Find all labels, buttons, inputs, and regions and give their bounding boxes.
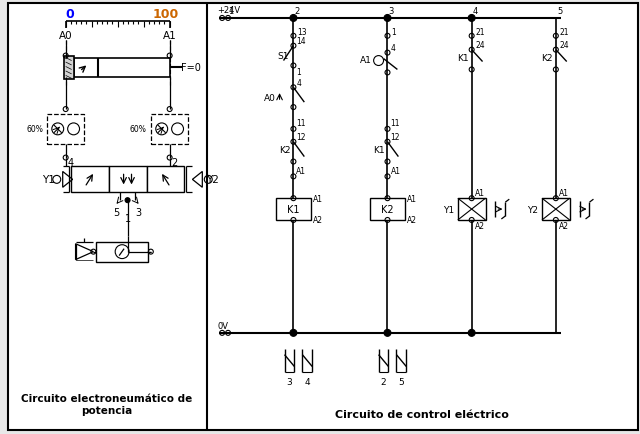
Text: Circuito electroneumático de
potencia: Circuito electroneumático de potencia [20,394,192,415]
Text: 21: 21 [560,28,570,37]
Bar [370,199,405,220]
Circle shape [290,330,297,336]
Text: A1: A1 [313,194,323,203]
Bar [70,167,109,193]
Bar [97,242,148,262]
Text: K1: K1 [287,204,300,214]
Text: 12: 12 [390,133,400,142]
Text: 0V: 0V [217,322,228,331]
Text: 4: 4 [473,7,478,16]
Bar [458,199,486,220]
Text: 11: 11 [296,119,306,128]
Text: A2: A2 [475,222,484,231]
Text: A2: A2 [407,216,417,225]
Text: 14: 14 [296,37,306,46]
Text: K2: K2 [381,204,394,214]
Text: 2: 2 [295,7,300,16]
Text: 5: 5 [557,7,563,16]
Bar [74,59,170,78]
Text: A0: A0 [264,93,276,102]
Text: A1: A1 [559,188,569,197]
Circle shape [384,16,391,23]
Text: A1: A1 [163,31,177,41]
Bar [47,115,84,145]
Text: A2: A2 [313,216,323,225]
Text: 60%: 60% [130,125,147,134]
Text: 24: 24 [560,41,570,50]
Circle shape [468,16,475,23]
Text: 4: 4 [68,157,74,167]
Text: 1: 1 [228,7,234,16]
Text: K1: K1 [373,146,385,155]
Text: +24V: +24V [217,6,240,14]
Text: A1: A1 [296,167,307,175]
Bar [542,199,570,220]
Text: 4: 4 [390,44,396,53]
Text: Y2: Y2 [206,175,219,185]
Text: 4: 4 [305,377,310,386]
Text: Y1: Y1 [42,175,55,185]
Text: 3: 3 [388,7,394,16]
Text: 13: 13 [298,28,307,37]
Text: 0: 0 [65,9,74,21]
Text: A1: A1 [390,167,401,175]
Text: 100: 100 [152,9,179,21]
Text: 2: 2 [381,377,387,386]
Text: 2: 2 [172,157,178,167]
Text: 5: 5 [113,207,120,217]
Text: K2: K2 [541,54,553,63]
Bar [147,167,184,193]
Bar [151,115,188,145]
Text: 12: 12 [296,133,306,142]
Bar [109,167,147,193]
Text: A2: A2 [559,222,569,231]
Text: 3: 3 [136,207,141,217]
Text: A1: A1 [360,56,372,65]
Text: A1: A1 [475,188,484,197]
Text: Y1: Y1 [443,205,454,214]
Text: 1: 1 [392,28,396,37]
Text: 4: 4 [296,79,301,88]
Circle shape [384,330,391,336]
Circle shape [125,198,130,203]
Text: K2: K2 [279,146,291,155]
Text: 24: 24 [476,41,485,50]
Bar [276,199,311,220]
Text: 1: 1 [296,68,301,77]
Text: Y2: Y2 [527,205,538,214]
Text: 21: 21 [476,28,485,37]
Text: A1: A1 [407,194,417,203]
Text: 60%: 60% [26,125,43,134]
Text: A0: A0 [59,31,72,41]
Text: S1: S1 [277,52,289,61]
Text: 5: 5 [399,377,404,386]
Text: F=0: F=0 [182,63,202,73]
Bar [64,56,74,80]
Text: 1: 1 [125,214,131,224]
Text: K1: K1 [457,54,468,63]
Text: 3: 3 [287,377,292,386]
Text: Circuito de control eléctrico: Circuito de control eléctrico [335,409,509,419]
Text: 11: 11 [390,119,400,128]
Circle shape [290,16,297,23]
Circle shape [468,330,475,336]
